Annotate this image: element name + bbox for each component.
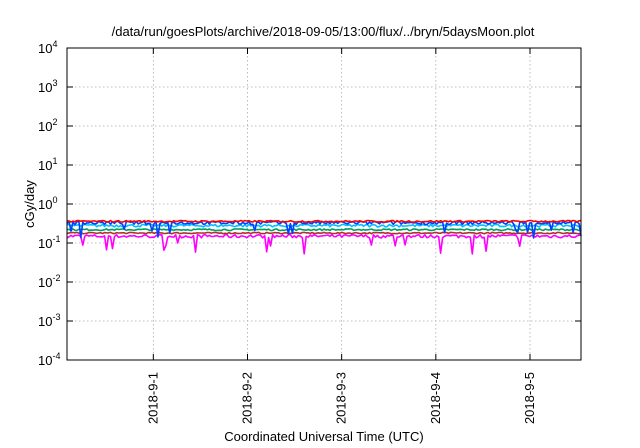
y-tick-label: 104 (38, 39, 57, 56)
x-tick-label: 2018-9-5 (522, 372, 537, 424)
series-line (66, 223, 582, 228)
y-tick-label: 102 (38, 117, 57, 134)
x-axis: 2018-9-1 2018-9-2 2018-9-3 2018-9-4 2018-9-5 (145, 48, 537, 424)
y-tick-label: 100 (38, 195, 57, 212)
x-tick-label: 2018-9-3 (334, 372, 349, 424)
x-tick-label: 2018-9-1 (145, 372, 160, 424)
y-axis: 10-4 10-3 10-2 10-1 100 101 102 103 104 (38, 39, 581, 368)
series-line (66, 233, 582, 255)
x-tick-label: 2018-9-2 (239, 372, 254, 424)
y-tick-label: 10-2 (38, 273, 60, 290)
y-axis-label: cGy/day (22, 180, 37, 228)
series-line (66, 231, 582, 235)
grid (67, 48, 581, 360)
chart-title: /data/run/goesPlots/archive/2018-09-05/1… (112, 24, 535, 39)
y-tick-label: 10-4 (38, 351, 60, 368)
y-tick-label: 10-3 (38, 312, 60, 329)
y-tick-label: 101 (38, 156, 57, 173)
y-tick-label: 103 (38, 78, 57, 95)
series-line (66, 219, 582, 223)
series-line (67, 228, 582, 232)
series-line (66, 220, 582, 239)
y-tick-label: 10-1 (38, 234, 60, 251)
x-tick-label: 2018-9-4 (428, 372, 443, 424)
series-group (66, 219, 582, 255)
x-axis-label: Coordinated Universal Time (UTC) (224, 429, 423, 444)
